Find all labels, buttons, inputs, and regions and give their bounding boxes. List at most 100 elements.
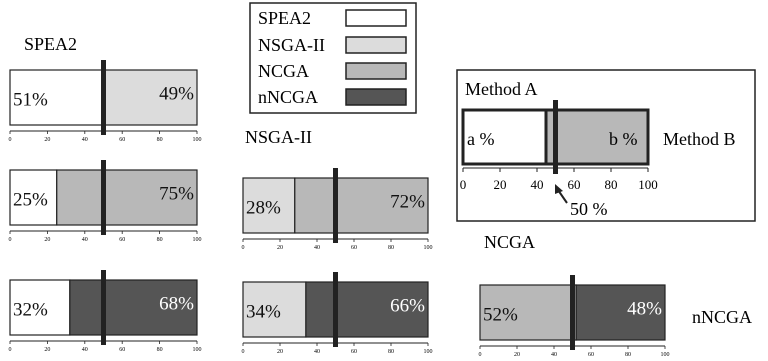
x-tick-label: 100	[193, 347, 202, 353]
value-label-right: 66%	[390, 296, 425, 317]
x-tick-label: 40	[82, 347, 88, 353]
value-label-left: 52%	[483, 305, 518, 326]
legend-item-ncga: NCGA	[258, 61, 407, 81]
x-tick-label: 80	[388, 349, 394, 355]
bar-right-segment	[305, 281, 429, 338]
x-tick-label: 20	[44, 237, 50, 243]
legend-swatch	[345, 88, 407, 106]
x-tick-label: 0	[9, 237, 12, 243]
x-tick-label: 40	[82, 137, 88, 143]
explainer-left-segment	[461, 108, 548, 166]
comparison-nsga-ii-vs-ncga: 28% 72% 0 20 40 60 80 100	[242, 168, 433, 251]
explainer-right-text: b %	[609, 129, 638, 149]
reference-line-50	[101, 160, 106, 235]
bar-right-segment	[104, 69, 198, 126]
legend-swatch	[345, 36, 407, 54]
x-tick-label: 20	[514, 352, 520, 358]
explainer-method-a: Method A	[465, 79, 538, 99]
x-tick-label: 0	[242, 349, 245, 355]
x-tick-label: 100	[661, 352, 670, 358]
col-label-nncga: nNCGA	[692, 307, 752, 327]
explainer-method-b: Method B	[663, 129, 736, 149]
reference-line-50	[101, 270, 106, 345]
explainer-arrow	[555, 184, 568, 204]
x-tick-label: 40	[314, 349, 320, 355]
x-tick-label: 100	[424, 349, 433, 355]
x-tick-label: 60	[119, 237, 125, 243]
comparison-spea2-vs-nsga-ii: 51% 49% 0 20 40 60 80 100	[9, 60, 202, 143]
value-label-left: 28%	[246, 198, 281, 219]
value-label-right: 68%	[159, 294, 194, 315]
value-label-right: 72%	[390, 192, 425, 213]
explainer-left-text: a %	[467, 129, 494, 149]
comparison-spea2-vs-nncga: 32% 68% 0 20 40 60 80 100	[9, 270, 202, 353]
value-label-right: 49%	[159, 84, 194, 105]
reference-line-50	[101, 60, 106, 135]
x-tick-label: 80	[157, 347, 163, 353]
legend-item-nsgaii: NSGA-II	[258, 35, 407, 55]
x-tick-label: 0	[9, 137, 12, 143]
x-tick-label: 100	[193, 237, 202, 243]
x-tick-label: 100	[424, 245, 433, 251]
x-tick-label: 100	[193, 137, 202, 143]
x-tick-label: 20	[277, 245, 283, 251]
explainer-tick-label: 100	[638, 177, 658, 192]
explainer-tick-label: 60	[568, 177, 581, 192]
legend-label: nNCGA	[258, 87, 318, 107]
legend-swatch	[345, 9, 407, 27]
explainer-tick-label: 80	[605, 177, 618, 192]
x-tick-label: 40	[82, 237, 88, 243]
value-label-left: 51%	[13, 90, 48, 111]
row-label-spea2: SPEA2	[24, 34, 77, 54]
explainer-mid-label: 50 %	[570, 199, 608, 219]
x-tick-label: 20	[44, 137, 50, 143]
explainer-right-segment	[544, 108, 650, 166]
bar-right-segment	[294, 177, 429, 234]
x-tick-label: 80	[157, 237, 163, 243]
comparison-nsga-ii-vs-nncga: 34% 66% 0 20 40 60 80 100	[242, 272, 433, 355]
legend-label: NCGA	[258, 61, 309, 81]
bar-left-segment	[9, 169, 58, 226]
x-tick-label: 60	[119, 347, 125, 353]
legend-swatch	[345, 62, 407, 80]
x-tick-label: 0	[9, 347, 12, 353]
x-tick-label: 20	[277, 349, 283, 355]
x-tick-label: 80	[157, 137, 163, 143]
x-tick-label: 80	[388, 245, 394, 251]
bar-right-segment	[56, 169, 198, 226]
reference-line-50	[570, 275, 575, 350]
explainer-tick-label: 0	[460, 177, 467, 192]
explainer-divider	[553, 100, 558, 174]
reference-line-50	[333, 272, 338, 347]
x-tick-label: 20	[44, 347, 50, 353]
bar-left-segment	[9, 279, 71, 336]
reference-line-50	[333, 168, 338, 243]
x-tick-label: 60	[588, 352, 594, 358]
legend-item-spea2: SPEA2	[258, 8, 407, 28]
row-label-ncga: NCGA	[484, 232, 535, 252]
legend-item-nncga: nNCGA	[258, 87, 407, 107]
bar-right-segment	[69, 279, 198, 336]
comparison-spea2-vs-ncga: 25% 75% 0 20 40 60 80 100	[9, 160, 202, 243]
bar-left-segment	[9, 69, 106, 126]
legend: SPEA2 NSGA-II NCGA nNCGA	[249, 2, 417, 114]
x-tick-label: 0	[479, 352, 482, 358]
explainer-tick-label: 20	[494, 177, 507, 192]
explainer-tick-label: 40	[531, 177, 544, 192]
x-tick-label: 60	[351, 245, 357, 251]
legend-label: NSGA-II	[258, 35, 325, 55]
x-tick-label: 80	[625, 352, 631, 358]
legend-label: SPEA2	[258, 8, 311, 28]
bar-right-segment	[575, 284, 666, 341]
value-label-right: 48%	[627, 299, 662, 320]
value-label-right: 75%	[159, 184, 194, 205]
x-tick-label: 40	[314, 245, 320, 251]
x-tick-label: 60	[351, 349, 357, 355]
x-tick-label: 0	[242, 245, 245, 251]
bar-left-segment	[242, 281, 307, 338]
x-tick-label: 60	[119, 137, 125, 143]
value-label-left: 25%	[13, 190, 48, 211]
x-tick-label: 40	[551, 352, 557, 358]
